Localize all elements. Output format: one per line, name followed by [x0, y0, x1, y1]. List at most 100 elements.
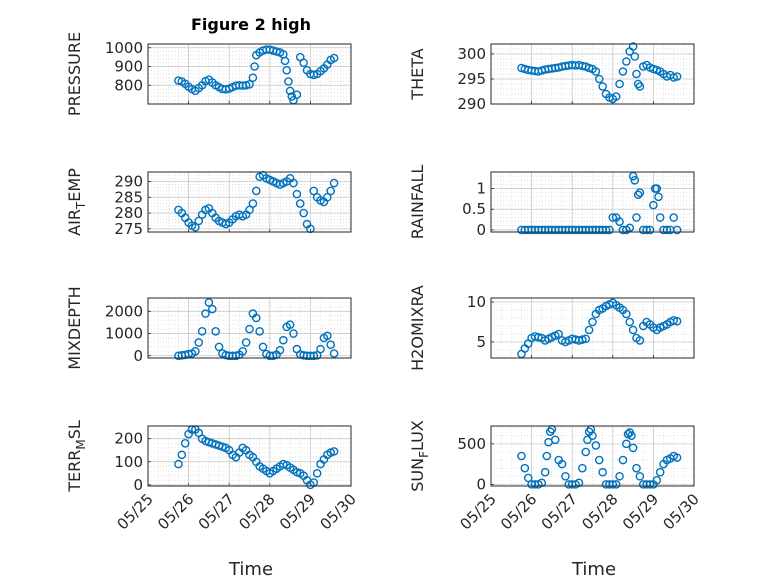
- data-point: [174, 459, 183, 469]
- data-point: [608, 213, 618, 222]
- data-point: [588, 431, 597, 441]
- data-point: [632, 69, 641, 79]
- data-point: [299, 58, 308, 68]
- data-point: [630, 52, 640, 61]
- data-point: [594, 74, 604, 84]
- y-tick-label: 275: [114, 220, 143, 238]
- data-point: [207, 304, 217, 314]
- data-point: [251, 186, 261, 196]
- y-axis-label: THETA: [408, 48, 427, 100]
- data-point: [309, 70, 319, 80]
- data-point: [628, 443, 638, 453]
- data-point: [309, 351, 319, 361]
- data-point: [611, 92, 621, 101]
- y-tick-label: 900: [114, 58, 143, 76]
- data-point: [649, 200, 658, 210]
- data-point: [323, 192, 332, 202]
- data-point: [588, 317, 597, 327]
- data-point: [615, 217, 624, 226]
- data-point: [323, 331, 332, 341]
- data-point: [201, 309, 210, 318]
- data-point: [534, 332, 543, 342]
- y-axis-label: TERRMSL: [65, 420, 88, 493]
- data-point: [191, 347, 200, 356]
- y-tick-label: 1000: [105, 325, 143, 343]
- data-point: [312, 469, 322, 478]
- y-tick-label: 1000: [105, 39, 143, 57]
- data-point: [248, 73, 258, 83]
- y-tick-label: 1: [476, 180, 486, 198]
- y-tick-label: 10: [467, 293, 486, 311]
- data-point: [177, 450, 187, 460]
- data-point: [258, 342, 268, 352]
- axes-box: [147, 425, 352, 487]
- y-tick-label: 300: [457, 45, 486, 63]
- data-point: [255, 327, 264, 336]
- data-point: [248, 199, 258, 208]
- data-point: [329, 447, 339, 456]
- data-point: [591, 441, 601, 450]
- data-point: [275, 345, 285, 355]
- data-point: [279, 335, 288, 345]
- data-point: [622, 439, 631, 449]
- data-point: [550, 435, 560, 445]
- y-axis-label: MIXDEPTH: [65, 286, 84, 369]
- y-axis-label: PRESSURE: [65, 32, 84, 116]
- data-point: [625, 317, 635, 327]
- data-point: [633, 190, 643, 200]
- subplot-mixdepth: 0 1000 2000 MIXDEPTH: [65, 286, 352, 370]
- data-point: [628, 171, 638, 181]
- data-point: [284, 77, 293, 86]
- axes-box: [490, 297, 695, 359]
- data-point: [652, 184, 662, 193]
- data-point: [292, 90, 302, 99]
- y-axis-label: AIRTEMP: [65, 168, 88, 236]
- data-point: [598, 82, 607, 91]
- data-point: [601, 225, 611, 235]
- data-point: [316, 344, 325, 354]
- y-tick-label: 0.5: [462, 200, 486, 218]
- data-point: [594, 455, 604, 465]
- y-tick-label: 500: [457, 435, 486, 453]
- data-point: [245, 80, 254, 89]
- data-point: [611, 480, 621, 489]
- data-point: [238, 347, 248, 356]
- data-point: [285, 86, 295, 96]
- data-point: [282, 65, 292, 75]
- y-tick-label: 280: [114, 204, 143, 222]
- y-tick-label: 0: [133, 347, 143, 365]
- data-point: [591, 67, 601, 76]
- y-axis-label: H2OMIXRA: [408, 285, 427, 371]
- data-point: [211, 327, 220, 336]
- data-point: [628, 42, 638, 51]
- data-point: [245, 205, 254, 215]
- y-tick-label: 800: [114, 76, 143, 94]
- data-point: [251, 313, 261, 323]
- y-tick-label: 290: [114, 172, 143, 190]
- data-point: [241, 338, 251, 347]
- subplot-theta: 290 295 300 THETA: [408, 42, 695, 113]
- data-point: [194, 338, 204, 347]
- data-point: [655, 467, 665, 477]
- y-tick-label: 0: [133, 476, 143, 494]
- data-point: [540, 467, 550, 477]
- data-point: [578, 335, 587, 344]
- data-point: [672, 72, 682, 81]
- data-point: [622, 309, 631, 319]
- data-point: [204, 298, 214, 307]
- data-point: [645, 225, 655, 235]
- data-point: [299, 208, 308, 218]
- y-tick-label: 5: [476, 333, 486, 351]
- data-point: [581, 447, 591, 457]
- data-point: [605, 225, 614, 235]
- axes-box: [490, 171, 695, 233]
- y-tick-label: 200: [114, 430, 143, 448]
- data-point: [655, 213, 665, 222]
- data-point: [280, 56, 290, 66]
- data-point: [608, 480, 618, 489]
- data-point: [194, 216, 204, 226]
- data-point: [329, 349, 339, 358]
- data-point: [295, 199, 305, 208]
